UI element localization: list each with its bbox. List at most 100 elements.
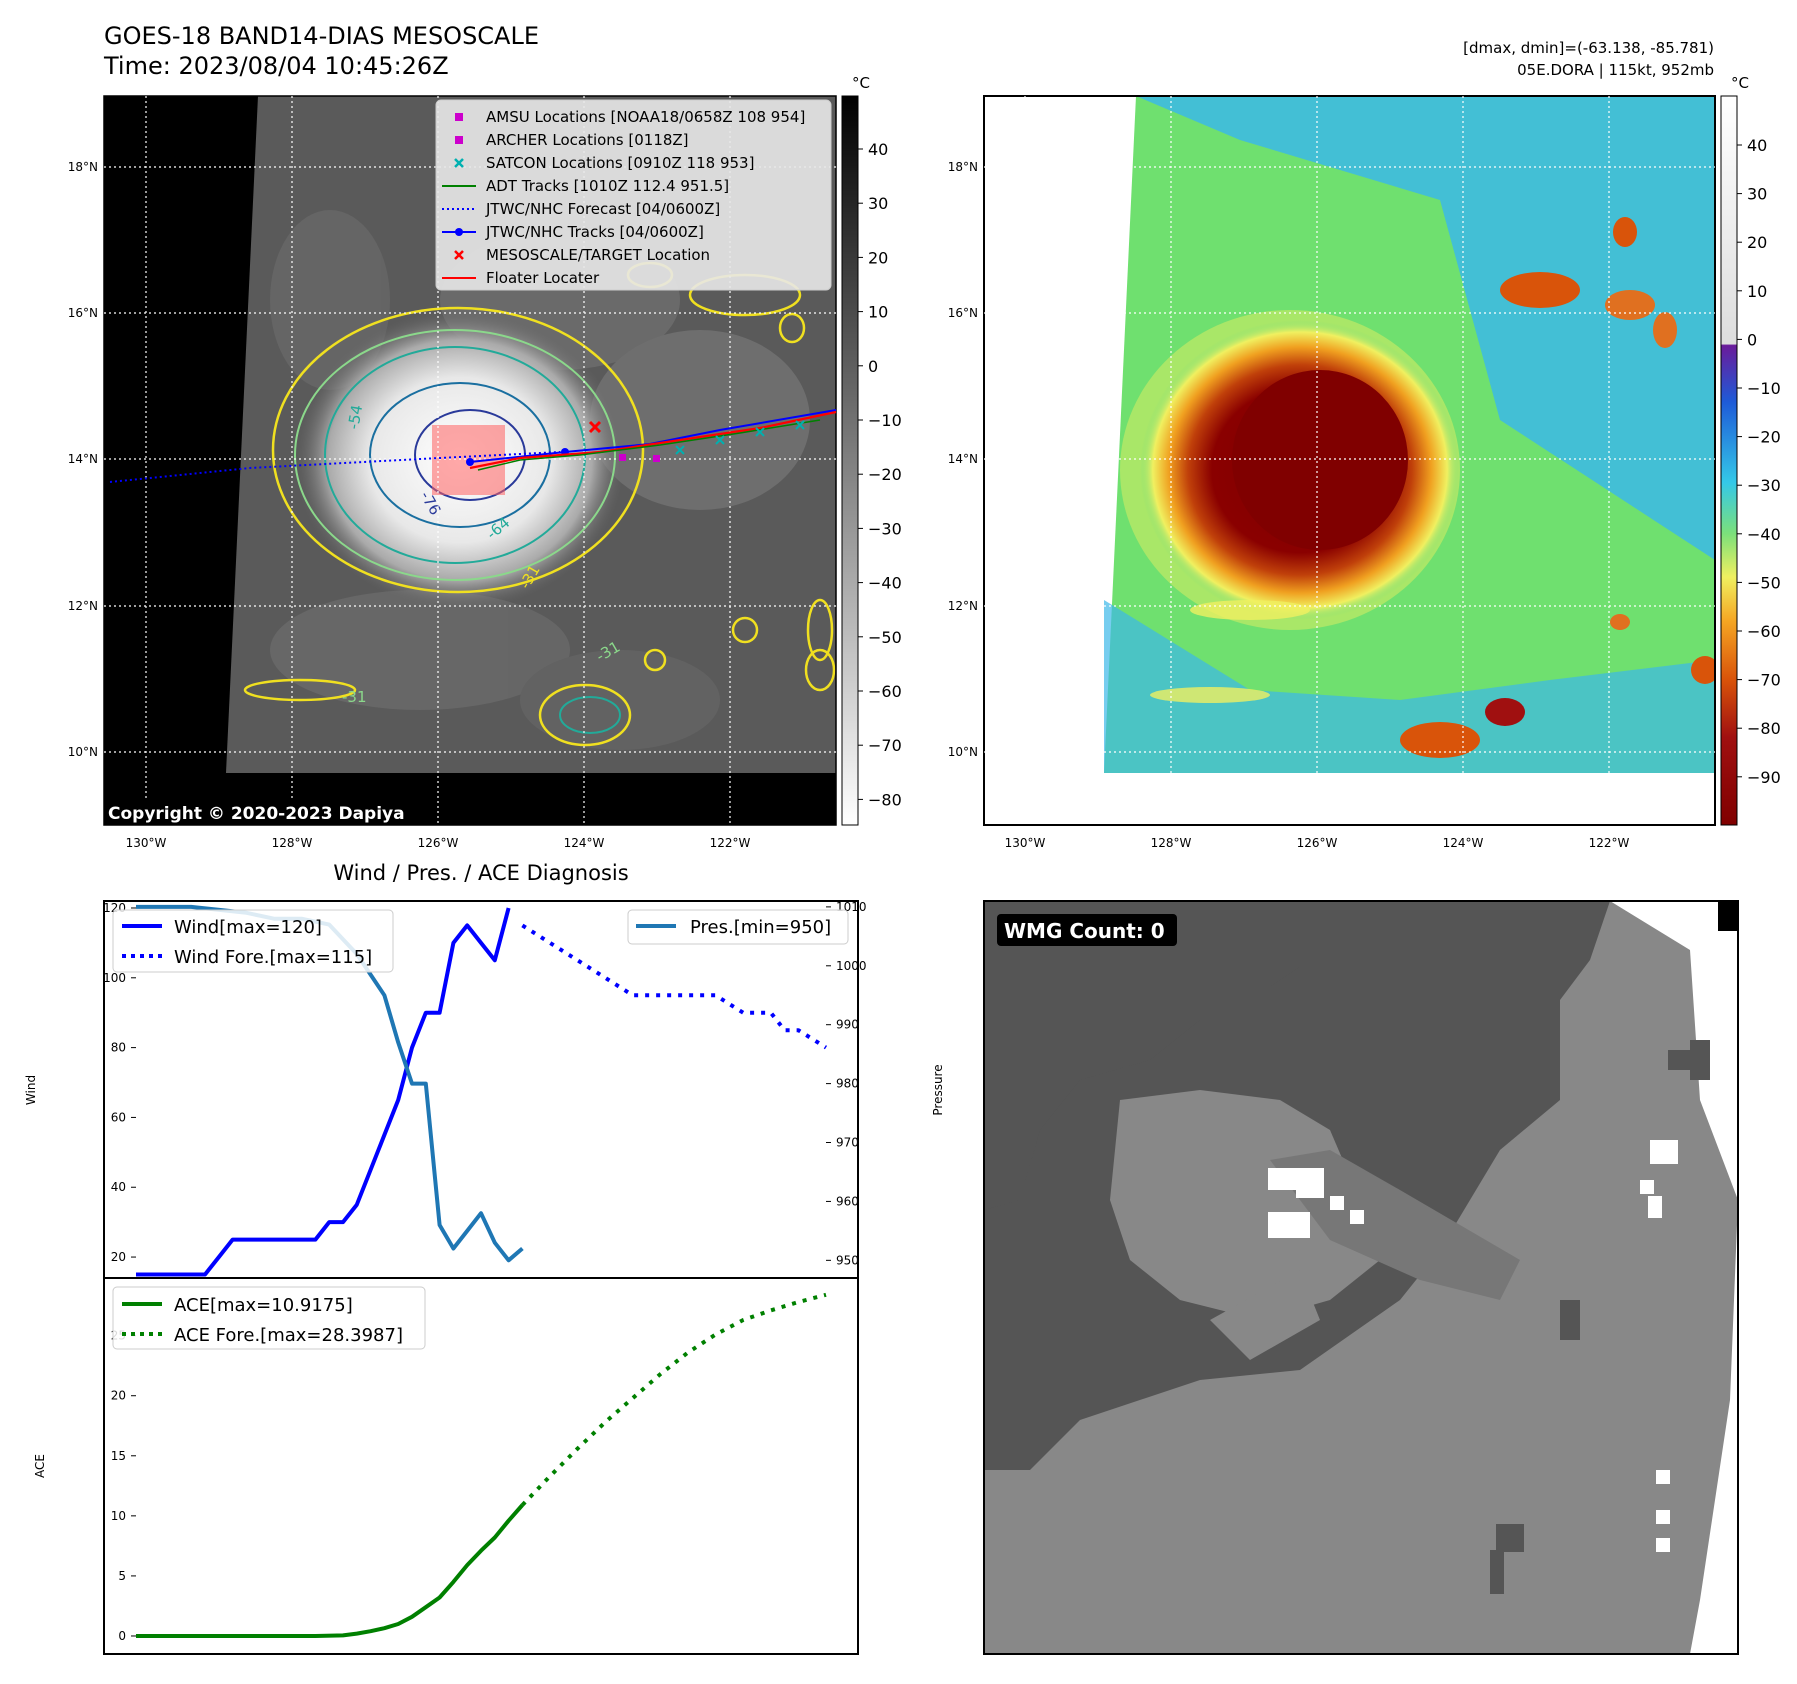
legend-entry: JTWC/NHC Tracks [04/0600Z] — [442, 223, 704, 241]
y-tick-label: 40 — [111, 1180, 126, 1194]
legend-label: Floater Locater — [486, 269, 600, 287]
ace-legend: ACE[max=10.9175] ACE Fore.[max=28.3987] — [112, 1286, 426, 1350]
pressure-legend: Pres.[min=950] — [627, 909, 849, 945]
lon-tick-label: 128°W — [272, 836, 313, 850]
adt-track — [477, 419, 821, 471]
lon-tick-label: 122°W — [710, 836, 751, 850]
legend-entry: MESOSCALE/TARGET Location — [454, 246, 710, 264]
wmg-count-label: WMG Count: 0 — [1004, 919, 1165, 943]
y-tick-label: 60 — [111, 1110, 126, 1124]
legend-label: ADT Tracks [1010Z 112.4 951.5] — [486, 177, 729, 195]
gray-colorbar-unit: °C — [852, 74, 870, 92]
colorbar-tick-label: −80 — [1747, 719, 1781, 738]
lon-tick-label: 130°W — [1005, 836, 1046, 850]
colorbar-tick-label: 0 — [1747, 330, 1757, 349]
legend-label: MESOSCALE/TARGET Location — [486, 246, 710, 264]
gray-colorbar: °C 40 30 20 10 0 −10 −20 −30 −40 −50 −60 −70 −80 — [841, 74, 902, 826]
colorbar-tick-label: −10 — [868, 411, 902, 430]
lat-tick-label: 16°N — [948, 306, 978, 320]
colorbar-tick-label: 30 — [1747, 185, 1767, 204]
colorbar-tick-label: −70 — [868, 736, 902, 755]
colorbar-tick-label: −50 — [1747, 573, 1781, 592]
legend-entry: ADT Tracks [1010Z 112.4 951.5] — [442, 177, 729, 195]
satcon-marker — [675, 445, 685, 455]
colorbar-tick-label: 20 — [868, 248, 888, 267]
y-tick-label: 80 — [111, 1041, 126, 1055]
legend-entry: Floater Locater — [442, 269, 600, 287]
legend-x-marker — [454, 250, 464, 260]
colorbar-tick-label: 0 — [868, 357, 878, 376]
wind-axis-label: Wind — [24, 1075, 38, 1105]
floater-track — [469, 410, 837, 470]
lat-tick-label: 12°N — [68, 599, 98, 613]
wind-legend-entry: Wind[max=120] — [174, 917, 322, 938]
pressure-legend-entry: Pres.[min=950] — [690, 917, 831, 938]
colorbar-tick-label: −60 — [1747, 622, 1781, 641]
legend-label: SATCON Locations [0910Z 118 953] — [486, 154, 754, 172]
legend-x-marker — [454, 158, 464, 168]
colorbar-tick-label: 10 — [868, 303, 888, 322]
storm-info: 05E.DORA | 115kt, 952mb — [1517, 61, 1714, 79]
lon-tick-label: 126°W — [418, 836, 459, 850]
series-line — [136, 907, 511, 1277]
diagnosis-title: Wind / Pres. / ACE Diagnosis — [333, 861, 628, 885]
colorbar-tick-label: 40 — [868, 140, 888, 159]
y-tick-label: 20 — [111, 1389, 126, 1403]
colorbar-tick-label: −10 — [1747, 379, 1781, 398]
color-colorbar: °C 40 30 20 10 0 −10 −20 −30 −40 −50 −60 −70 −80 −90 — [1720, 74, 1781, 826]
amsu-marker — [653, 455, 660, 462]
lon-tick-label: 130°W — [126, 836, 167, 850]
lon-tick-label: 124°W — [1443, 836, 1484, 850]
lat-tick-label: 14°N — [68, 452, 98, 466]
dmax-dmin-readout: [dmax, dmin]=(-63.138, -85.781) — [1463, 39, 1714, 57]
colorbar-tick-label: −20 — [1747, 428, 1781, 447]
colorbar-tick-label: −20 — [868, 465, 902, 484]
ir-map-tracks — [109, 409, 837, 483]
legend-entry: ARCHER Locations [0118Z] — [455, 131, 689, 149]
wind-fore-legend-entry: Wind Fore.[max=115] — [174, 947, 372, 968]
legend-square-marker — [455, 136, 463, 144]
y-tick-label: 15 — [111, 1449, 126, 1463]
color-map-panel — [983, 95, 1716, 826]
colorbar-tick-label: −30 — [868, 519, 902, 538]
figure-time: Time: 2023/08/04 10:45:26Z — [103, 52, 449, 80]
amsu-marker — [619, 454, 626, 461]
lat-tick-label: 10°N — [68, 745, 98, 759]
y2-tick-label: 1000 — [836, 959, 867, 973]
ace-chart: 0510152025 ACE ACE[max=10.9175] ACE Fore… — [33, 1277, 859, 1655]
y-tick-label: 5 — [118, 1569, 126, 1583]
y-tick-label: 100 — [103, 971, 126, 985]
ace-fore-legend-entry: ACE Fore.[max=28.3987] — [174, 1325, 403, 1346]
lat-tick-label: 18°N — [68, 160, 98, 174]
colorbar-tick-label: −90 — [1747, 768, 1781, 787]
colorbar-tick-label: −80 — [868, 790, 902, 809]
wind-legend: Wind[max=120] Wind Fore.[max=115] — [112, 909, 394, 973]
ir-map-ticks: 130°W 128°W 126°W 124°W 122°W 18°N 16°N 14°N 12°… — [68, 160, 751, 850]
best-track-point — [466, 458, 474, 466]
legend-label: AMSU Locations [NOAA18/0658Z 108 954] — [486, 108, 805, 126]
copyright-box: Copyright © 2020-2023 Dapiya — [104, 800, 409, 825]
legend-square-marker — [455, 113, 463, 121]
lon-tick-label: 122°W — [1589, 836, 1630, 850]
lat-tick-label: 12°N — [948, 599, 978, 613]
wmg-panel: WMG Count: 0 — [983, 900, 1739, 1655]
legend-label: ARCHER Locations [0118Z] — [486, 131, 689, 149]
y2-tick-label: 970 — [836, 1136, 859, 1150]
ir-map-legend: AMSU Locations [NOAA18/0658Z 108 954] ARC… — [435, 99, 832, 291]
color-map-gridlines — [984, 96, 1715, 825]
colorbar-tick-label: −40 — [868, 574, 902, 593]
ace-legend-entry: ACE[max=10.9175] — [174, 1295, 353, 1316]
figure-title: GOES-18 BAND14-DIAS MESOSCALE — [104, 22, 539, 50]
colorbar-tick-label: −50 — [868, 628, 902, 647]
pressure-axis-label: Pressure — [931, 1064, 945, 1115]
legend-label: JTWC/NHC Tracks [04/0600Z] — [485, 223, 704, 241]
y2-tick-label: 960 — [836, 1194, 859, 1208]
y2-tick-label: 980 — [836, 1077, 859, 1091]
y2-tick-label: 990 — [836, 1018, 859, 1032]
colorbar-tick-label: 40 — [1747, 136, 1767, 155]
satcon-marker — [795, 420, 805, 430]
legend-entry: JTWC/NHC Forecast [04/0600Z] — [442, 200, 720, 218]
contour-label: -31 — [342, 688, 367, 706]
colorbar-tick-label: −70 — [1747, 671, 1781, 690]
